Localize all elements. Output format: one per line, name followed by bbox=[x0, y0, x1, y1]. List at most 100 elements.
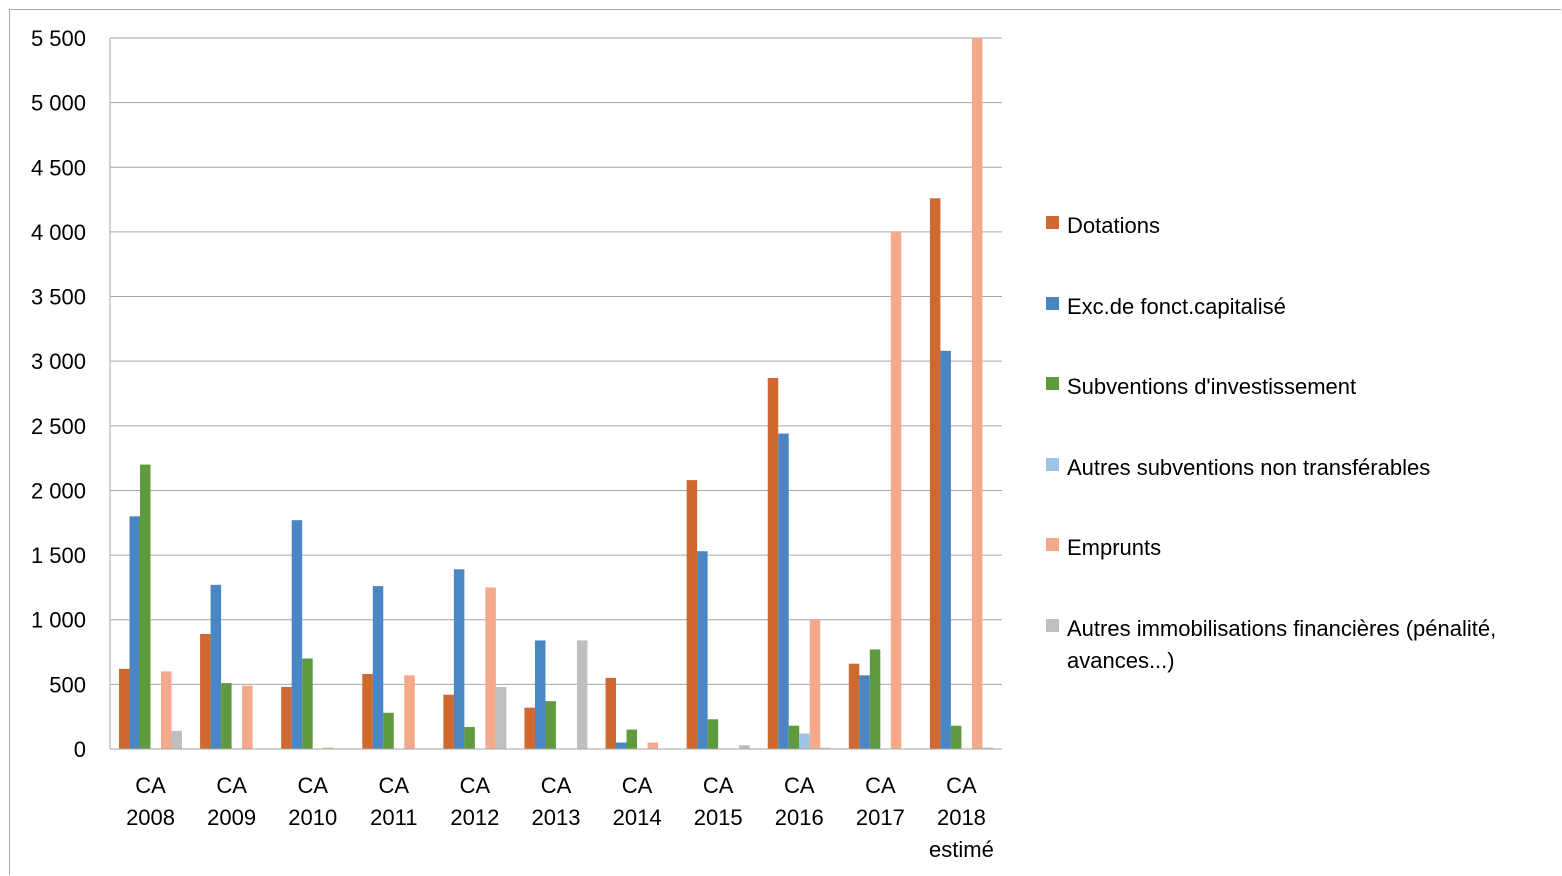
bar-emprunts-6 bbox=[647, 742, 659, 749]
bar-subventions-d-investissement-5 bbox=[545, 701, 556, 749]
legend-swatch bbox=[1046, 457, 1059, 471]
x-tick-label: 2017 bbox=[856, 805, 905, 830]
legend-label: Exc.de fonct.capitalisé bbox=[1067, 293, 1286, 319]
gridlines bbox=[110, 37, 1002, 750]
bar-dotations-2 bbox=[281, 686, 292, 749]
y-tick-label: 1 000 bbox=[31, 608, 86, 633]
chart-plot-area: 0 500 1 000 1 500 2 000 2 500 3 000 3 500 4 000 4… bbox=[31, 26, 1002, 862]
x-tick-label: CA bbox=[216, 773, 247, 798]
x-tick-label: CA bbox=[784, 773, 815, 798]
bar-subventions-d-investissement-1 bbox=[221, 683, 232, 749]
bar-subventions-d-investissement-9 bbox=[869, 649, 881, 749]
x-tick-label: CA bbox=[379, 773, 410, 798]
bar-subventions-d-investissement-0 bbox=[140, 464, 151, 749]
legend-label: Autres subventions non transférables bbox=[1067, 454, 1431, 480]
x-tick-label: 2013 bbox=[532, 805, 581, 830]
bar-dotations-10 bbox=[929, 198, 941, 749]
y-tick-label: 500 bbox=[49, 672, 86, 697]
bar-subventions-d-investissement-10 bbox=[950, 725, 962, 749]
bar-dotations-6 bbox=[605, 677, 617, 749]
x-tick-label: 2015 bbox=[694, 805, 743, 830]
y-tick-label: 4 000 bbox=[31, 220, 86, 245]
y-tick-label: 0 bbox=[74, 737, 86, 762]
x-tick-label: 2018 bbox=[937, 805, 986, 830]
bar-autres-immobilisations-financi-res-p-nalit-avances-10 bbox=[982, 747, 993, 749]
bar-dotations-3 bbox=[362, 674, 373, 749]
x-tick-label: CA bbox=[946, 773, 977, 798]
y-axis: 0 500 1 000 1 500 2 000 2 500 3 000 3 500 4 000 4… bbox=[31, 26, 111, 762]
legend-swatch bbox=[1046, 296, 1059, 310]
x-tick-label: 2012 bbox=[450, 805, 499, 830]
x-axis: CA 2008 CA 2009 CA 2010 CA 2011 CA 2012 CA 2013 CA 20… bbox=[110, 748, 1002, 862]
bar-emprunts-0 bbox=[161, 671, 172, 749]
y-tick-label: 2 500 bbox=[31, 414, 86, 439]
bar-dotations-8 bbox=[767, 377, 779, 749]
bar-exc-de-fonct-capitalis-3 bbox=[372, 586, 384, 749]
y-tick-label: 3 000 bbox=[31, 349, 86, 374]
x-tick-label: CA bbox=[541, 773, 572, 798]
legend-swatch bbox=[1046, 377, 1059, 390]
bar-emprunts-4 bbox=[485, 587, 496, 749]
legend-swatch bbox=[1046, 538, 1059, 551]
bar-exc-de-fonct-capitalis-8 bbox=[778, 433, 789, 749]
bar-exc-de-fonct-capitalis-2 bbox=[291, 520, 303, 749]
bar-autres-immobilisations-financi-res-p-nalit-avances-7 bbox=[739, 745, 750, 749]
bar-exc-de-fonct-capitalis-0 bbox=[129, 516, 140, 749]
legend-label: Dotations bbox=[1067, 213, 1160, 238]
y-tick-label: 5 000 bbox=[31, 91, 86, 116]
bar-emprunts-3 bbox=[404, 675, 415, 749]
x-tick-label: 2010 bbox=[288, 805, 337, 830]
bar-exc-de-fonct-capitalis-4 bbox=[453, 569, 465, 749]
bar-exc-de-fonct-capitalis-9 bbox=[859, 675, 870, 749]
chart-frame bbox=[9, 9, 1561, 875]
y-tick-label: 3 500 bbox=[31, 285, 86, 310]
bar-exc-de-fonct-capitalis-6 bbox=[616, 742, 627, 749]
bar-dotations-1 bbox=[200, 633, 211, 749]
bar-subventions-d-investissement-6 bbox=[626, 729, 638, 749]
bar-exc-de-fonct-capitalis-10 bbox=[940, 350, 951, 749]
bar-emprunts-8 bbox=[809, 619, 821, 749]
legend-label: Autres immobilisations financières (péna… bbox=[1067, 615, 1497, 673]
bar-emprunts-10 bbox=[971, 38, 983, 749]
legend-swatch bbox=[1046, 618, 1059, 632]
bar-autres-immobilisations-financi-res-p-nalit-avances-5 bbox=[576, 640, 588, 749]
bar-emprunts-9 bbox=[890, 231, 902, 750]
x-tick-label: CA bbox=[135, 773, 166, 798]
bar-exc-de-fonct-capitalis-5 bbox=[534, 640, 546, 749]
bar-dotations-9 bbox=[848, 663, 860, 749]
x-tick-label: 2008 bbox=[126, 805, 175, 830]
bar-emprunts-1 bbox=[242, 685, 253, 749]
legend-item: Dotations bbox=[1046, 210, 1557, 242]
x-tick-label: 2014 bbox=[613, 805, 662, 830]
legend-item: Autres subventions non transférables bbox=[1046, 452, 1557, 484]
bar-exc-de-fonct-capitalis-1 bbox=[210, 584, 222, 749]
legend-item: Exc.de fonct.capitalisé bbox=[1046, 291, 1557, 323]
bar-subventions-d-investissement-4 bbox=[464, 727, 475, 749]
y-tick-label: 2 000 bbox=[31, 478, 86, 503]
bar-autres-subventions-non-transf-rables-8 bbox=[799, 733, 810, 749]
x-tick-label: CA bbox=[460, 773, 491, 798]
legend-item: Emprunts bbox=[1046, 532, 1557, 564]
bar-subventions-d-investissement-8 bbox=[788, 725, 800, 749]
bar-subventions-d-investissement-2 bbox=[302, 658, 313, 749]
bar-emprunts-2 bbox=[323, 747, 334, 749]
bars bbox=[119, 38, 993, 750]
y-tick-label: 1 500 bbox=[31, 543, 86, 568]
legend-label: Subventions d'investissement bbox=[1067, 374, 1357, 399]
x-tick-label: estimé bbox=[929, 837, 994, 862]
bar-dotations-0 bbox=[119, 668, 130, 749]
legend-item: Autres immobilisations financières (péna… bbox=[1046, 613, 1557, 677]
bar-dotations-4 bbox=[443, 694, 454, 749]
bar-dotations-5 bbox=[524, 707, 535, 749]
bar-subventions-d-investissement-3 bbox=[383, 712, 394, 749]
x-tick-label: CA bbox=[703, 773, 734, 798]
bar-autres-immobilisations-financi-res-p-nalit-avances-0 bbox=[171, 730, 182, 749]
bar-dotations-7 bbox=[686, 480, 698, 749]
y-tick-label: 5 500 bbox=[31, 26, 86, 51]
y-tick-label: 4 500 bbox=[31, 155, 86, 180]
legend-label: Emprunts bbox=[1067, 535, 1162, 560]
x-tick-label: CA bbox=[622, 773, 653, 798]
x-tick-label: 2009 bbox=[207, 805, 256, 830]
x-tick-label: 2016 bbox=[775, 805, 824, 830]
bar-autres-immobilisations-financi-res-p-nalit-avances-4 bbox=[495, 686, 507, 749]
